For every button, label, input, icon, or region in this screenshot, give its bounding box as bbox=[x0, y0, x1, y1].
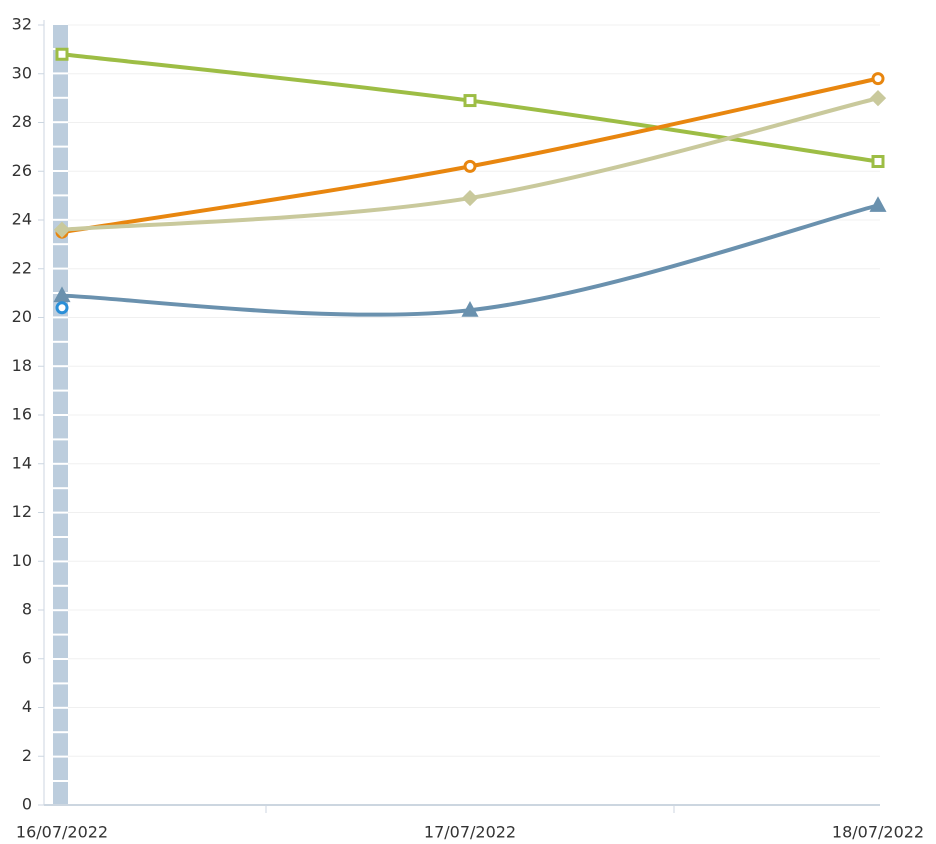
y-tick-label: 26 bbox=[12, 161, 32, 180]
y-tick-label: 4 bbox=[22, 697, 32, 716]
y-tick-label: 14 bbox=[12, 453, 32, 472]
marker bbox=[871, 72, 885, 86]
marker bbox=[871, 155, 885, 168]
y-tick-label: 18 bbox=[12, 356, 32, 375]
y-tick-label: 22 bbox=[12, 258, 32, 277]
marker bbox=[869, 90, 887, 107]
marker bbox=[461, 301, 479, 317]
marker bbox=[461, 189, 479, 207]
y-tick-label: 24 bbox=[12, 210, 32, 229]
y-tick-label: 10 bbox=[12, 551, 32, 570]
marker bbox=[53, 286, 71, 303]
marker bbox=[463, 94, 477, 108]
marker bbox=[53, 221, 71, 238]
y-tick-label: 28 bbox=[12, 112, 32, 131]
y-tick-label: 20 bbox=[12, 307, 32, 326]
marker bbox=[869, 196, 887, 212]
x-tick-label: 16/07/2022 bbox=[16, 823, 108, 842]
y-tick-label: 8 bbox=[22, 600, 32, 619]
y-tick-label: 12 bbox=[12, 502, 32, 521]
y-tick-label: 16 bbox=[12, 405, 32, 424]
y-tick-label: 6 bbox=[22, 648, 32, 667]
marker bbox=[55, 47, 69, 61]
y-tick-label: 30 bbox=[12, 63, 32, 82]
x-tick-label: 18/07/2022 bbox=[832, 823, 924, 842]
x-tick-label: 17/07/2022 bbox=[424, 823, 516, 842]
y-tick-label: 2 bbox=[22, 746, 32, 765]
marker bbox=[463, 159, 477, 173]
marker bbox=[55, 301, 69, 315]
y-tick-label: 32 bbox=[12, 15, 32, 34]
y-tick-label: 0 bbox=[22, 795, 32, 814]
